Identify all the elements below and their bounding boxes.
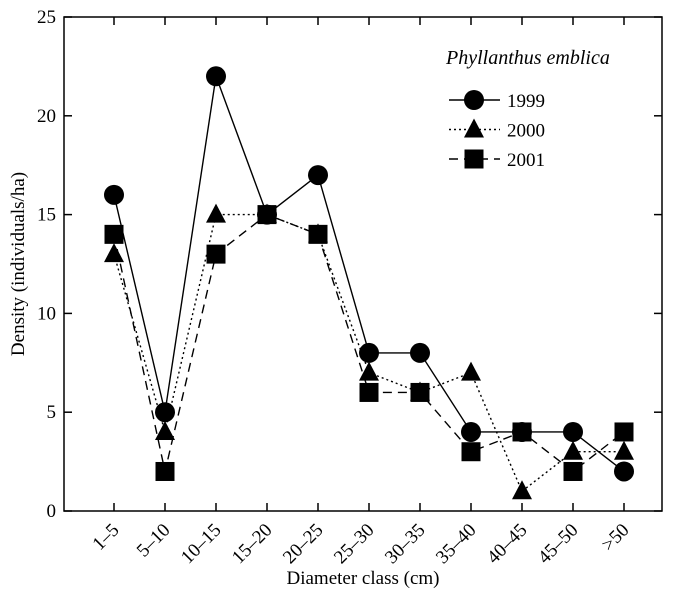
- data-point: [206, 244, 226, 264]
- series-1999: [104, 66, 634, 482]
- data-point: [461, 421, 481, 442]
- data-point: [410, 342, 430, 363]
- x-tick-label: 45–50: [534, 520, 582, 568]
- legend-title: Phyllanthus emblica: [445, 47, 610, 69]
- data-point: [206, 66, 226, 87]
- x-tick-label: 35–40: [432, 520, 480, 568]
- data-point: [461, 361, 481, 381]
- data-point: [308, 224, 328, 244]
- y-axis-title: Density (individuals/ha): [8, 172, 29, 356]
- x-tick-label: 10–15: [177, 520, 225, 568]
- y-tick-label: 0: [47, 501, 57, 522]
- legend-marker: [464, 149, 484, 169]
- x-tick-label: 30–35: [381, 520, 429, 568]
- data-point: [512, 480, 532, 500]
- data-point: [614, 461, 634, 482]
- legend-item: 1999: [449, 90, 545, 112]
- legend-item: 2000: [449, 118, 545, 142]
- data-point: [614, 440, 634, 460]
- x-tick-label: >50: [598, 520, 634, 556]
- data-point: [155, 420, 175, 440]
- data-point: [359, 382, 379, 402]
- legend: Phyllanthus emblica 1999 2000 2001: [445, 47, 610, 171]
- y-tick-label: 5: [47, 402, 57, 423]
- data-point: [563, 440, 583, 460]
- x-tick-label: 5–10: [133, 520, 175, 562]
- legend-item: 2001: [449, 149, 545, 171]
- data-point: [155, 461, 175, 481]
- series-line: [113, 76, 625, 473]
- x-tick-label: 15–20: [228, 520, 276, 568]
- data-point: [563, 421, 583, 442]
- data-point: [359, 361, 379, 381]
- data-point: [512, 422, 532, 442]
- data-point: [614, 422, 634, 442]
- legend-label: 1999: [507, 91, 545, 112]
- data-point: [563, 461, 583, 481]
- data-point: [206, 203, 226, 223]
- legend-label: 2000: [507, 121, 545, 142]
- x-tick-label: 25–30: [330, 520, 378, 568]
- x-axis: 1–5 5–10 10–15 15–20 20–25 25–30 30–35 35–40 40–…: [89, 17, 634, 568]
- x-tick-label: 40–45: [483, 520, 531, 568]
- data-point: [257, 205, 277, 225]
- y-tick-label: 15: [37, 205, 56, 226]
- series-layer: [104, 66, 634, 500]
- legend-marker: [464, 118, 484, 138]
- legend-items: 1999 2000 2001: [449, 90, 545, 171]
- x-tick-label: 20–25: [279, 520, 327, 568]
- x-tick-label: 1–5: [89, 520, 124, 555]
- data-point: [155, 402, 175, 423]
- legend-label: 2001: [507, 150, 545, 171]
- legend-marker: [464, 90, 484, 110]
- data-point: [104, 224, 124, 244]
- data-point: [104, 243, 124, 263]
- y-tick-label: 25: [37, 7, 56, 28]
- y-tick-label: 20: [37, 106, 56, 127]
- data-point: [308, 165, 328, 186]
- x-axis-title: Diameter class (cm): [287, 568, 440, 589]
- data-point: [461, 442, 481, 462]
- plot-frame: [63, 16, 663, 512]
- y-tick-label: 10: [37, 303, 56, 324]
- y-axis: 0 5 10 15 20 25: [37, 7, 662, 522]
- data-point: [410, 382, 430, 402]
- series-2001: [104, 205, 634, 481]
- data-point: [104, 184, 124, 205]
